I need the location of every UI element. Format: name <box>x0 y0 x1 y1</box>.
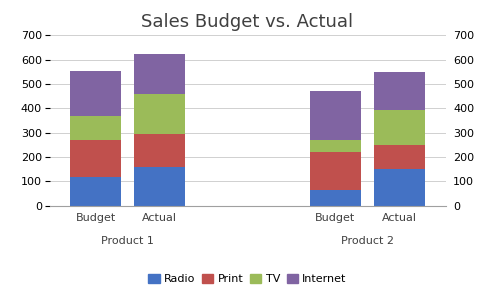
Bar <box>309 152 361 190</box>
Bar <box>374 169 425 206</box>
Bar <box>70 71 121 116</box>
Text: Actual: Actual <box>143 213 177 223</box>
Text: Product 1: Product 1 <box>101 236 154 246</box>
Bar <box>70 177 121 206</box>
Text: Product 2: Product 2 <box>341 236 394 246</box>
Bar <box>309 91 361 140</box>
Bar <box>374 72 425 110</box>
Bar <box>70 116 121 140</box>
Bar <box>374 145 425 169</box>
Bar <box>134 94 186 134</box>
Bar <box>374 110 425 145</box>
Text: Actual: Actual <box>382 213 417 223</box>
Title: Sales Budget vs. Actual: Sales Budget vs. Actual <box>142 13 353 31</box>
Bar <box>309 190 361 206</box>
Bar <box>309 140 361 152</box>
Bar <box>134 167 186 206</box>
Bar <box>70 140 121 177</box>
Text: Budget: Budget <box>315 213 355 223</box>
Bar <box>134 54 186 94</box>
Bar <box>134 134 186 167</box>
Text: Budget: Budget <box>76 213 116 223</box>
Legend: Radio, Print, TV, Internet: Radio, Print, TV, Internet <box>144 269 351 288</box>
